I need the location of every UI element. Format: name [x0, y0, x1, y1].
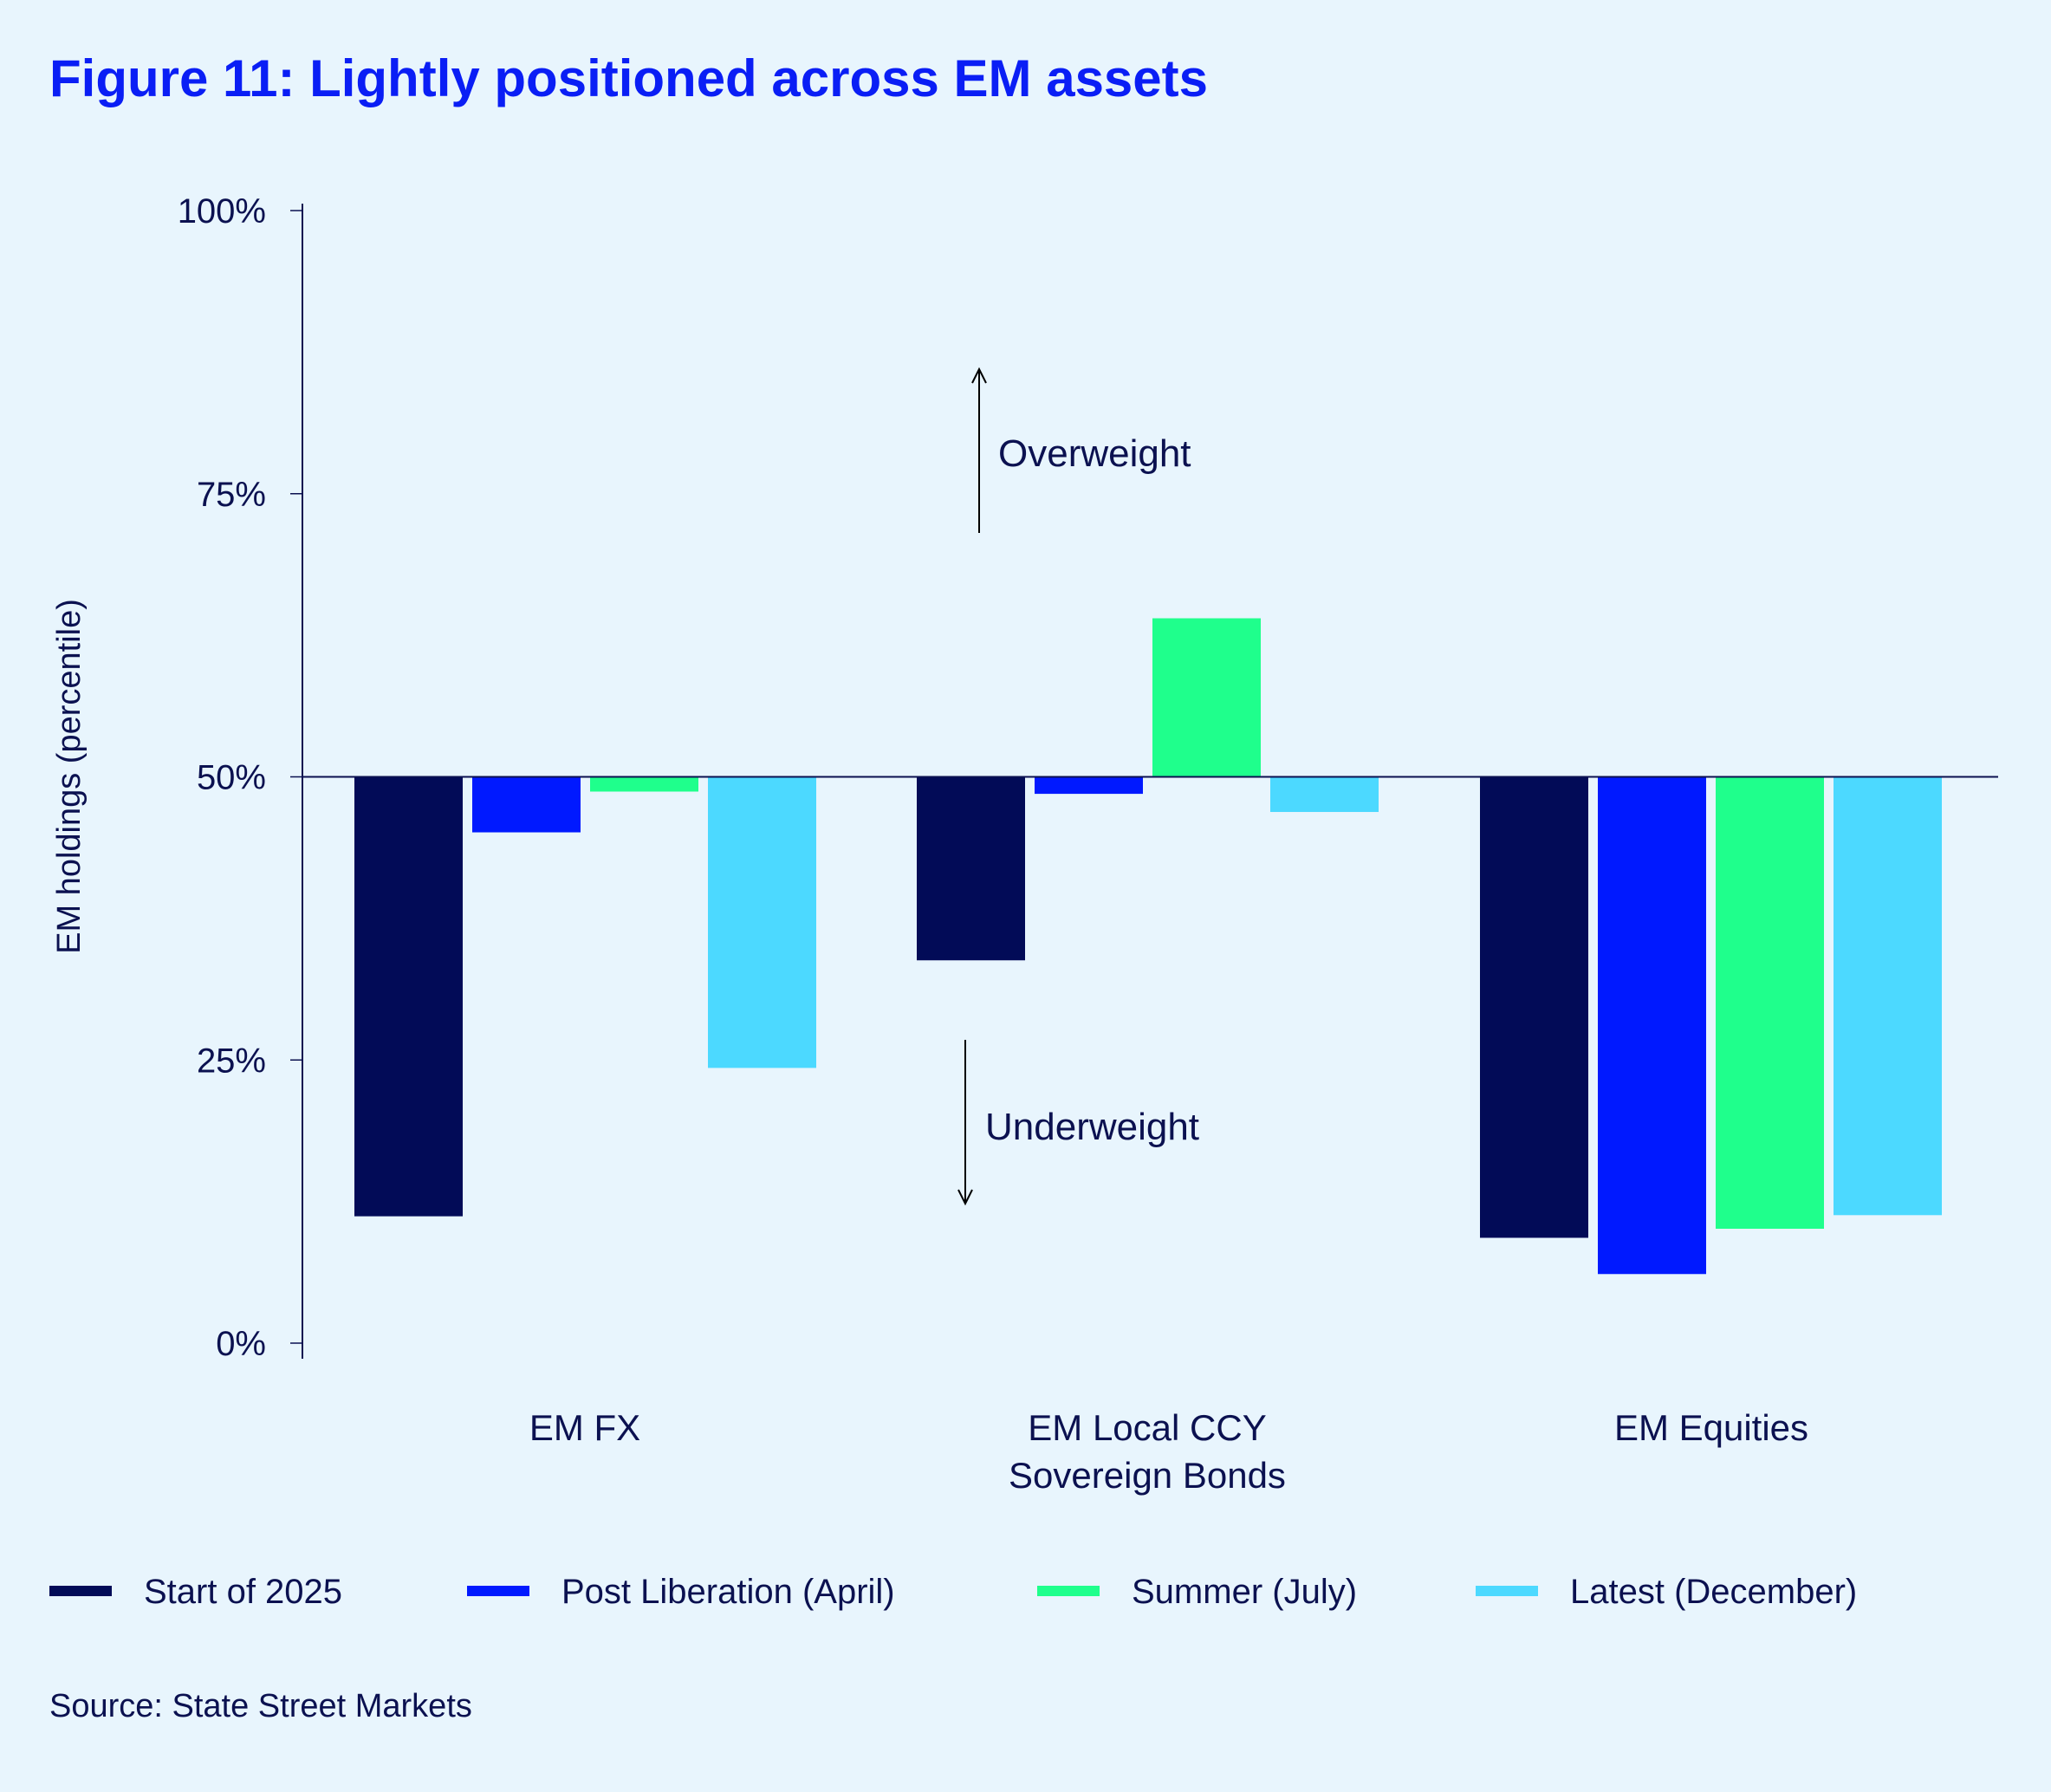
y-tick-label: 100% [178, 192, 266, 230]
bar-1-1 [1035, 776, 1143, 795]
legend-swatch [1476, 1586, 1538, 1596]
y-axis-title: EM holdings (percentile) [51, 599, 88, 954]
category-label: EM FX [529, 1407, 640, 1448]
bar-2-0 [590, 776, 698, 792]
legend-label: Post Liberation (April) [561, 1573, 895, 1611]
legend-label: Start of 2025 [144, 1573, 342, 1611]
legend-label: Summer (July) [1132, 1573, 1357, 1611]
bar-1-0 [472, 776, 581, 833]
bar-3-1 [1270, 776, 1379, 813]
bar-1-2 [1598, 776, 1706, 1275]
category-label: Sovereign Bonds [1009, 1455, 1286, 1496]
bar-3-2 [1834, 776, 1942, 1216]
source-note: Source: State Street Markets [49, 1688, 472, 1724]
category-label: EM Equities [1614, 1407, 1808, 1448]
category-label: EM Local CCY [1028, 1407, 1266, 1448]
bar-3-0 [708, 776, 816, 1068]
y-tick-label: 50% [197, 759, 266, 797]
underweight-label: Underweight [985, 1106, 1199, 1148]
legend-label: Latest (December) [1570, 1573, 1857, 1611]
y-tick-label: 25% [197, 1042, 266, 1080]
chart-title: Figure 11: Lightly positioned across EM … [49, 49, 1209, 107]
overweight-label: Overweight [998, 432, 1191, 475]
bar-0-1 [917, 776, 1025, 961]
bar-2-2 [1716, 776, 1824, 1229]
legend-swatch [1037, 1586, 1100, 1596]
legend-swatch [467, 1586, 529, 1596]
y-tick-label: 75% [197, 476, 266, 514]
bar-2-1 [1152, 618, 1261, 777]
y-tick-label: 0% [216, 1325, 266, 1363]
overweight-arrowhead-icon [971, 367, 987, 384]
bar-0-2 [1480, 776, 1588, 1238]
bar-0-0 [354, 776, 463, 1217]
underweight-arrowhead-icon [957, 1189, 973, 1206]
legend-swatch [49, 1586, 112, 1596]
